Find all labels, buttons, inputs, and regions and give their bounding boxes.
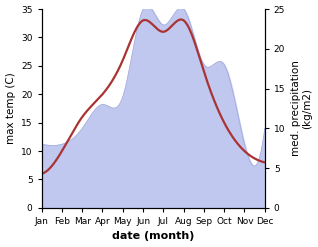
- Y-axis label: med. precipitation
(kg/m2): med. precipitation (kg/m2): [291, 61, 313, 156]
- X-axis label: date (month): date (month): [112, 231, 194, 242]
- Y-axis label: max temp (C): max temp (C): [5, 73, 16, 144]
